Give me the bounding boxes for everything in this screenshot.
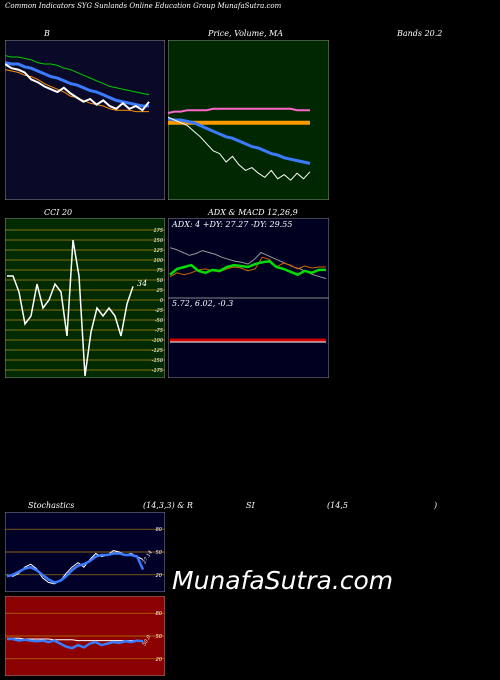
cci-tick-label: 50: [157, 278, 163, 284]
watermark: MunafaSutra.com: [172, 566, 394, 595]
adx-readout: ADX: 4 +DY: 27.27 -DY: 29.55: [172, 220, 293, 229]
rsi-label: SI: [246, 501, 255, 510]
adx-chart: [168, 218, 329, 298]
adx-background: [168, 218, 329, 298]
cci-tick-label: 175: [153, 228, 163, 234]
stoch-tick-label: 20: [156, 573, 162, 579]
bb-upper-band: [5, 55, 150, 96]
cci-tick-label: -50: [155, 318, 163, 324]
rsi-chart: 80 50 20 50.0: [5, 596, 165, 676]
cci-tick-label: 25: [157, 288, 163, 294]
adx-macd-label: ADX & MACD 12,26,9: [208, 208, 298, 217]
plus-di-line: [169, 259, 326, 277]
pv-ma-pink: [168, 107, 310, 114]
cci-tick-label: -75: [155, 328, 163, 334]
cci-tick-label: -25: [155, 308, 163, 314]
cci-tick-label: -100: [152, 338, 163, 344]
cci-tick-label: 100: [153, 258, 163, 264]
cci-tick-label: -125: [152, 348, 163, 354]
cci-tick-label: 125: [153, 248, 163, 254]
macd-background: [168, 298, 329, 378]
stoch-tick-label: 80: [156, 527, 162, 533]
rsi-params-label: (14,5: [327, 501, 348, 510]
stoch-tick-label: 50: [156, 550, 162, 556]
bollinger-label: B: [44, 29, 50, 38]
rsi-value-label: 50.0: [142, 634, 153, 647]
stochastics-params-label: (14,3,3) & R: [143, 501, 193, 510]
bollinger-background: [5, 40, 165, 200]
cci-value-label: 34: [137, 279, 147, 288]
bb-price-line: [5, 63, 150, 112]
stoch-k-line: [6, 552, 145, 584]
rsi-svg: 80 50 20 50.0: [5, 596, 165, 676]
price-volume-background: [168, 40, 329, 200]
cci-tick-label: 75: [157, 268, 163, 274]
adx-line: [169, 247, 327, 280]
bands-label: Bands 20.2: [397, 29, 443, 38]
cci-tick-label: 150: [153, 238, 163, 244]
page-title: Common Indicators SYG Sunlands Online Ed…: [5, 2, 282, 10]
adx-svg: [168, 218, 329, 298]
cci-tick-label: 0: [160, 298, 163, 304]
macd-chart: [168, 298, 329, 378]
rsi-signal-line: [7, 637, 143, 642]
stochastics-label: Stochastics: [28, 501, 75, 510]
bollinger-bands-chart: [5, 40, 165, 200]
rsi-params-end-label: ): [434, 501, 438, 510]
cci-line: [7, 239, 134, 377]
price-volume-ma-chart: [168, 40, 329, 200]
cci-chart: 175 150 125 100 75 50 25 0 -25 -50 -75 -100 -125 -150…: [5, 218, 165, 378]
bb-middle-band: [5, 61, 149, 108]
cci-svg: 175 150 125 100 75 50 25 0 -25 -50 -75 -100 -125 -150…: [5, 218, 165, 378]
cci-tick-label: -175: [152, 368, 163, 374]
rsi-tick-label: 20: [156, 657, 162, 663]
cci-label: CCI 20: [44, 208, 73, 217]
macd-readout: 5.72, 6.02, -0.3: [172, 299, 234, 308]
price-volume-ma-label: Price, Volume, MA: [208, 29, 284, 38]
cci-tick-label: -150: [152, 358, 163, 364]
bollinger-svg: [5, 40, 165, 200]
stochastics-chart: 80 50 20 27.14: [5, 512, 165, 592]
pv-price-line: [168, 116, 311, 181]
rsi-tick-label: 50: [156, 634, 162, 640]
cci-background: [5, 218, 165, 378]
pv-ma-blue: [168, 117, 311, 165]
price-volume-svg: [168, 40, 329, 200]
macd-svg: [168, 298, 329, 378]
rsi-line: [7, 637, 144, 650]
rsi-tick-label: 80: [156, 611, 162, 617]
minus-di-line: [169, 256, 326, 278]
